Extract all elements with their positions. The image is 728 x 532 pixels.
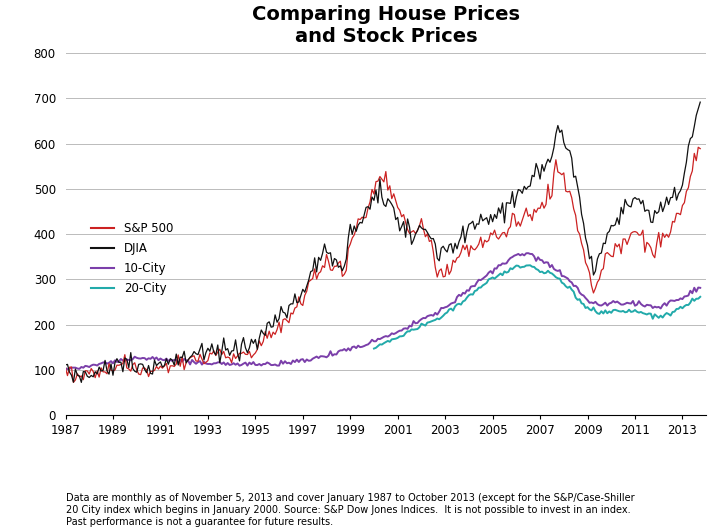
Title: Comparing House Prices
and Stock Prices: Comparing House Prices and Stock Prices (252, 5, 520, 46)
Text: Data are monthly as of November 5, 2013 and cover January 1987 to October 2013 (: Data are monthly as of November 5, 2013 … (66, 494, 634, 527)
Legend: S&P 500, DJIA, 10-City, 20-City: S&P 500, DJIA, 10-City, 20-City (91, 222, 173, 295)
